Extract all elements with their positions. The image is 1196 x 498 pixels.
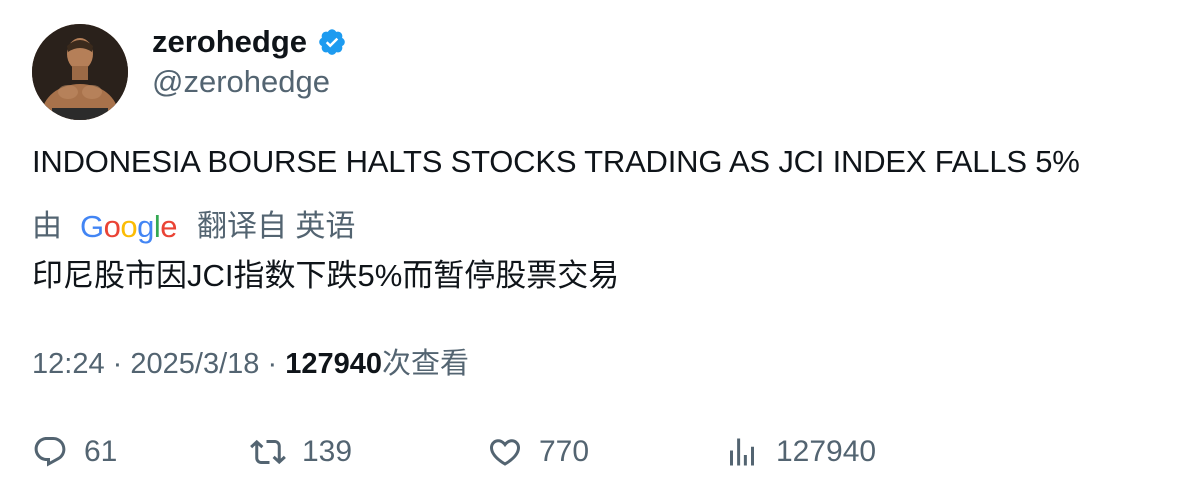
meta-separator: · xyxy=(112,348,123,380)
reply-count: 61 xyxy=(84,435,118,468)
tweet-time[interactable]: 12:24 xyxy=(32,348,105,380)
translation-attribution: 由 Google 翻译自 英语 xyxy=(32,207,355,247)
translation-prefix: 由 xyxy=(32,210,62,243)
like-button[interactable]: 770 xyxy=(487,430,589,474)
action-bar: 61 139 770 127940 xyxy=(32,430,1172,474)
reply-button[interactable]: 61 xyxy=(32,430,117,474)
google-logo: Google xyxy=(80,209,178,244)
verified-badge-icon xyxy=(319,29,345,55)
avatar-photo xyxy=(32,24,128,120)
meta-separator: · xyxy=(267,348,278,380)
tweet-text: INDONESIA BOURSE HALTS STOCKS TRADING AS… xyxy=(32,144,1080,179)
author-name[interactable]: zerohedge xyxy=(152,22,347,62)
views-count: 127940 xyxy=(285,348,382,380)
views-action-count: 127940 xyxy=(776,435,877,468)
analytics-icon xyxy=(730,438,754,466)
heart-icon xyxy=(489,439,521,466)
like-count: 770 xyxy=(539,435,590,468)
repost-button[interactable]: 139 xyxy=(250,430,352,474)
repost-count: 139 xyxy=(302,435,353,468)
author-handle[interactable]: @zerohedge xyxy=(152,64,330,99)
reply-icon xyxy=(34,437,66,467)
avatar[interactable] xyxy=(32,24,128,120)
views-label: 次查看 xyxy=(381,348,469,380)
tweet-date[interactable]: 2025/3/18 xyxy=(130,348,260,380)
translated-text: 印尼股市因JCI指数下跌5%而暂停股票交易 xyxy=(32,258,620,293)
tweet-meta: 12:24 · 2025/3/18 · 127940次查看 xyxy=(32,344,469,384)
views-button[interactable]: 127940 xyxy=(724,430,876,474)
repost-icon xyxy=(250,439,286,465)
author-name-text: zerohedge xyxy=(152,24,308,59)
translation-suffix: 翻译自 英语 xyxy=(197,210,356,243)
